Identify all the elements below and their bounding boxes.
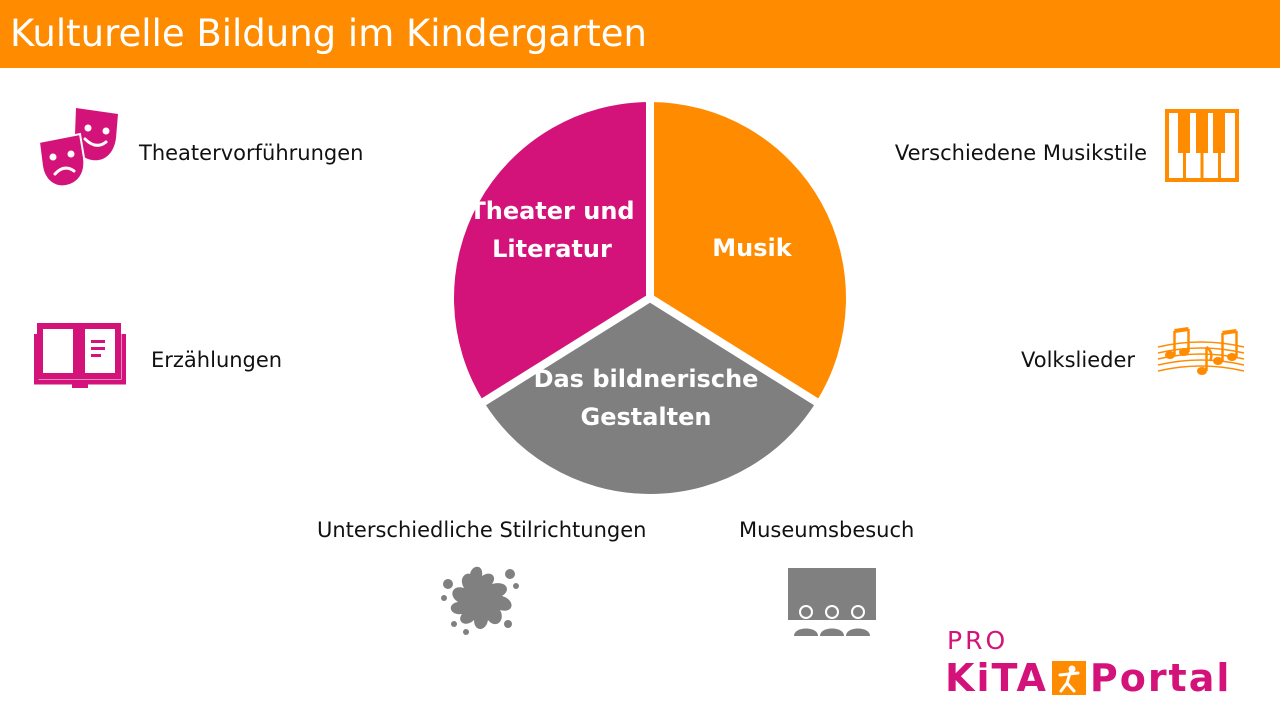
segment-label-theater: Theater und Literatur [469,197,634,263]
segment-label-line: Literatur [492,235,612,263]
audience-screen-icon [788,568,876,636]
segment-label-music: Musik [712,234,792,262]
art-styles-label: Unterschiedliche Stilrichtungen [317,518,647,542]
open-book-icon [34,323,126,388]
paint-splash-icon [441,566,519,635]
music-notes-icon [1157,327,1245,375]
culture-pie-diagram: Theater und Literatur Musik Das bildnerisch… [446,98,854,498]
logo-portal-text: Portal [1089,656,1232,700]
segment-label-line: Gestalten [581,403,712,431]
piano-keys-icon [1165,109,1239,182]
segment-label-art: Das bildnerische Gestalten [534,365,759,431]
title-bar: Kulturelle Bildung im Kindergarten [0,0,1280,68]
logo-pro-text: PRO [947,626,1009,655]
music-styles-label: Verschiedene Musikstile [894,141,1147,165]
page-title: Kulturelle Bildung im Kindergarten [10,12,647,55]
theater-masks-icon [37,108,118,188]
segment-label-line: Musik [712,234,792,262]
stories-label: Erzählungen [151,348,283,372]
kita-figure-icon [1051,661,1086,695]
segment-art [476,294,824,498]
segment-label-line: Das bildnerische [534,365,759,393]
logo-kita-text: KiTA [945,656,1048,700]
segment-label-line: Theater und [469,197,634,225]
folk-songs-label: Volkslieder [1021,348,1135,372]
museum-label: Museumsbesuch [739,518,915,542]
kita-portal-logo: PRO KiTA Portal [945,626,1265,706]
theater-performances-label: Theatervorführungen [139,141,364,165]
